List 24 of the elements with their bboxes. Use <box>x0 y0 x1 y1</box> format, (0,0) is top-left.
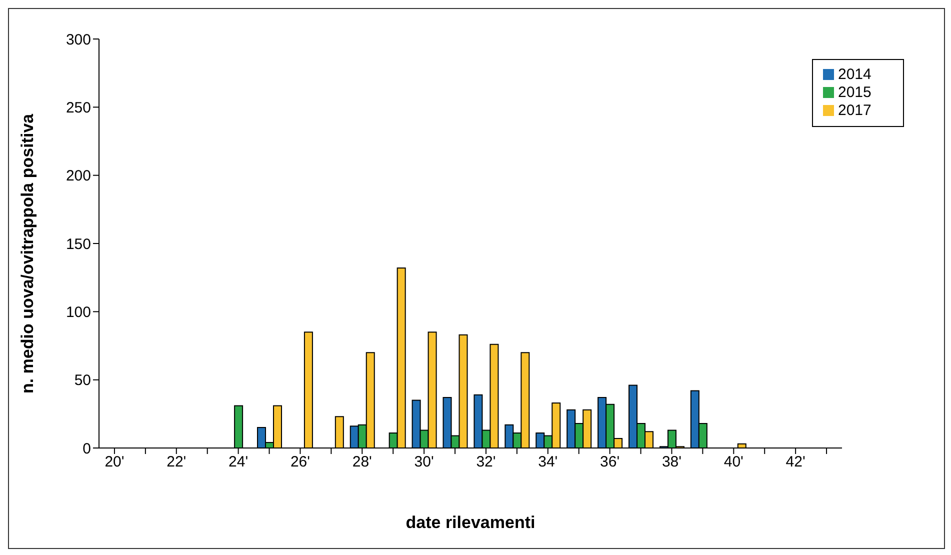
x-tick-label: 24' <box>228 454 248 471</box>
x-axis-title: date rilevamenti <box>406 513 536 532</box>
y-tick-label: 300 <box>66 31 91 48</box>
x-tick-label: 26' <box>290 454 310 471</box>
y-tick-label: 100 <box>66 304 91 321</box>
legend-label: 2015 <box>838 84 872 101</box>
x-tick-label: 40' <box>724 454 744 471</box>
y-tick-label: 200 <box>66 168 91 185</box>
y-tick-label: 0 <box>82 440 91 458</box>
x-tick-label: 34' <box>538 454 558 471</box>
legend-label: 2017 <box>838 102 872 119</box>
x-tick-label: 36' <box>600 454 620 471</box>
x-tick-label: 28' <box>352 454 372 471</box>
y-tick-label: 150 <box>66 236 91 253</box>
x-tick-label: 22' <box>166 454 186 471</box>
x-tick-label: 20' <box>104 454 124 471</box>
y-axis-title: n. medio uova/ovitrappola positiva <box>18 113 38 394</box>
x-tick-label: 32' <box>476 454 496 471</box>
legend-label: 2014 <box>838 66 872 83</box>
x-tick-label: 38' <box>662 454 682 471</box>
x-tick-label: 42' <box>786 454 806 471</box>
y-tick-label: 250 <box>66 99 91 116</box>
y-tick-label: 50 <box>74 372 91 390</box>
x-tick-label: 30' <box>414 454 434 471</box>
